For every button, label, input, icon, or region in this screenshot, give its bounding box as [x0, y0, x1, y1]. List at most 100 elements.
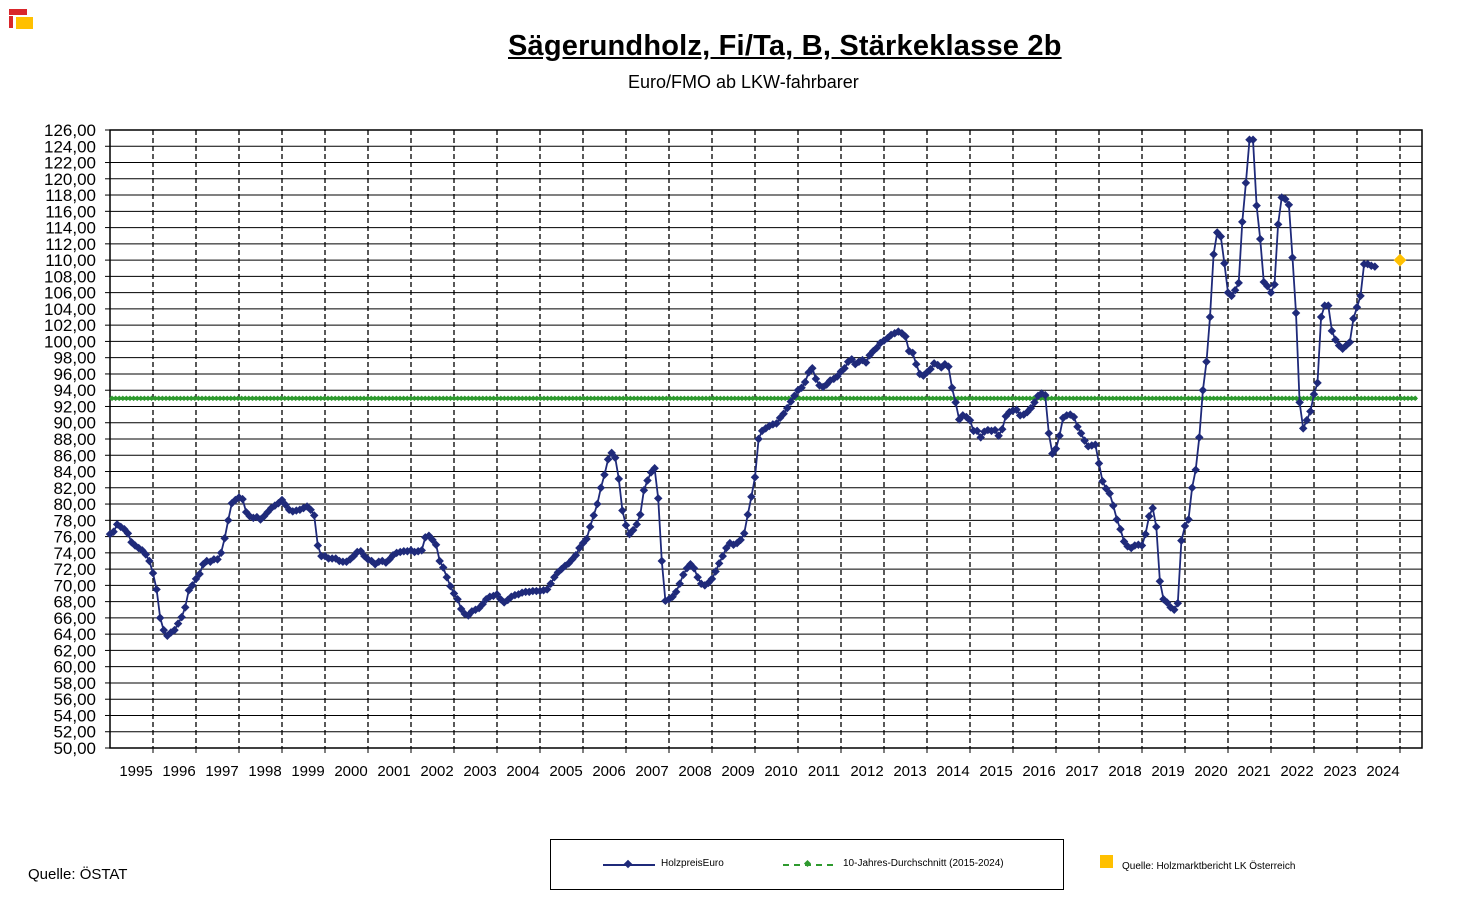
price-point [1227, 291, 1236, 301]
average-marker [465, 395, 472, 402]
average-marker [260, 395, 267, 402]
average-marker [494, 395, 501, 402]
price-point [600, 470, 609, 480]
average-marker [289, 395, 295, 402]
price-point [1202, 357, 1211, 366]
average-marker [541, 395, 547, 402]
x-tick-label: 2023 [1323, 763, 1356, 780]
price-point [1148, 503, 1157, 513]
average-marker [1005, 395, 1012, 402]
price-point [786, 397, 796, 406]
price-point [790, 391, 799, 401]
average-marker [325, 395, 331, 402]
price-point [1073, 422, 1082, 432]
average-marker [141, 395, 148, 402]
average-marker [1063, 395, 1069, 402]
average-marker [739, 395, 745, 402]
price-point [911, 359, 921, 369]
average-marker [944, 395, 951, 402]
average-marker [663, 395, 670, 402]
average-marker [433, 395, 439, 402]
y-tick-label: 54,00 [53, 706, 96, 725]
average-marker [1142, 395, 1149, 402]
price-point [861, 358, 871, 367]
average-marker [731, 395, 738, 402]
price-point [747, 492, 756, 501]
average-marker [454, 395, 461, 402]
average-marker [811, 395, 817, 402]
average-marker [418, 395, 425, 402]
average-marker [677, 395, 684, 402]
average-marker [256, 395, 263, 402]
y-tick-label: 102,00 [44, 316, 96, 335]
price-point [1316, 312, 1326, 322]
price-point [181, 603, 190, 612]
average-marker [1189, 395, 1195, 402]
average-marker [361, 395, 367, 402]
price-point [1177, 536, 1186, 545]
average-marker [339, 395, 346, 402]
average-marker [1340, 395, 1347, 402]
price-point [1051, 444, 1061, 454]
y-tick-label: 98,00 [53, 349, 96, 368]
average-marker [530, 395, 537, 402]
average-marker [202, 395, 209, 402]
price-point [1302, 416, 1312, 425]
average-marker [1073, 395, 1080, 402]
average-marker [195, 395, 202, 402]
average-marker [1383, 395, 1390, 402]
average-marker [710, 395, 717, 402]
average-marker [1001, 395, 1008, 402]
average-marker [235, 395, 241, 402]
average-marker [1315, 395, 1321, 402]
average-marker [1264, 395, 1271, 402]
average-marker [1196, 395, 1203, 402]
average-marker [400, 395, 407, 402]
average-marker [915, 395, 922, 402]
average-marker [973, 395, 979, 402]
average-marker [119, 395, 126, 402]
average-marker [238, 395, 245, 402]
average-marker [976, 395, 983, 402]
average-marker [1059, 395, 1066, 402]
price-point [593, 499, 602, 509]
price-point [718, 551, 727, 561]
average-marker [829, 395, 835, 402]
average-marker [796, 395, 803, 402]
average-marker [1225, 395, 1231, 402]
average-marker [613, 395, 619, 402]
y-tick-label: 90,00 [53, 414, 96, 433]
average-marker [1304, 395, 1311, 402]
x-tick-label: 1995 [119, 763, 152, 780]
average-marker [213, 395, 220, 402]
average-marker [1113, 395, 1120, 402]
average-marker [695, 395, 702, 402]
price-point [1370, 262, 1380, 271]
average-marker [1117, 395, 1123, 402]
average-marker [760, 395, 767, 402]
average-marker [224, 395, 231, 402]
average-marker [1109, 395, 1116, 402]
x-tick-label: 2000 [334, 763, 367, 780]
average-marker [1253, 395, 1260, 402]
price-point [750, 472, 760, 482]
price-point [1187, 483, 1197, 493]
x-tick-label: 2014 [936, 763, 969, 780]
average-marker [868, 395, 875, 402]
y-tick-label: 116,00 [45, 202, 96, 221]
x-tick-label: 2016 [1022, 763, 1055, 780]
average-marker [184, 395, 191, 402]
average-marker [1214, 395, 1221, 402]
average-marker [965, 395, 972, 402]
average-marker [1174, 395, 1181, 402]
average-marker [1361, 395, 1368, 402]
average-marker [879, 395, 886, 402]
y-tick-label: 126,00 [44, 121, 96, 140]
average-marker [1379, 395, 1386, 402]
average-marker [145, 395, 151, 402]
average-marker [1408, 395, 1415, 402]
average-marker [1066, 395, 1073, 402]
average-marker [814, 395, 821, 402]
price-point [1295, 398, 1304, 407]
average-marker [667, 395, 673, 402]
